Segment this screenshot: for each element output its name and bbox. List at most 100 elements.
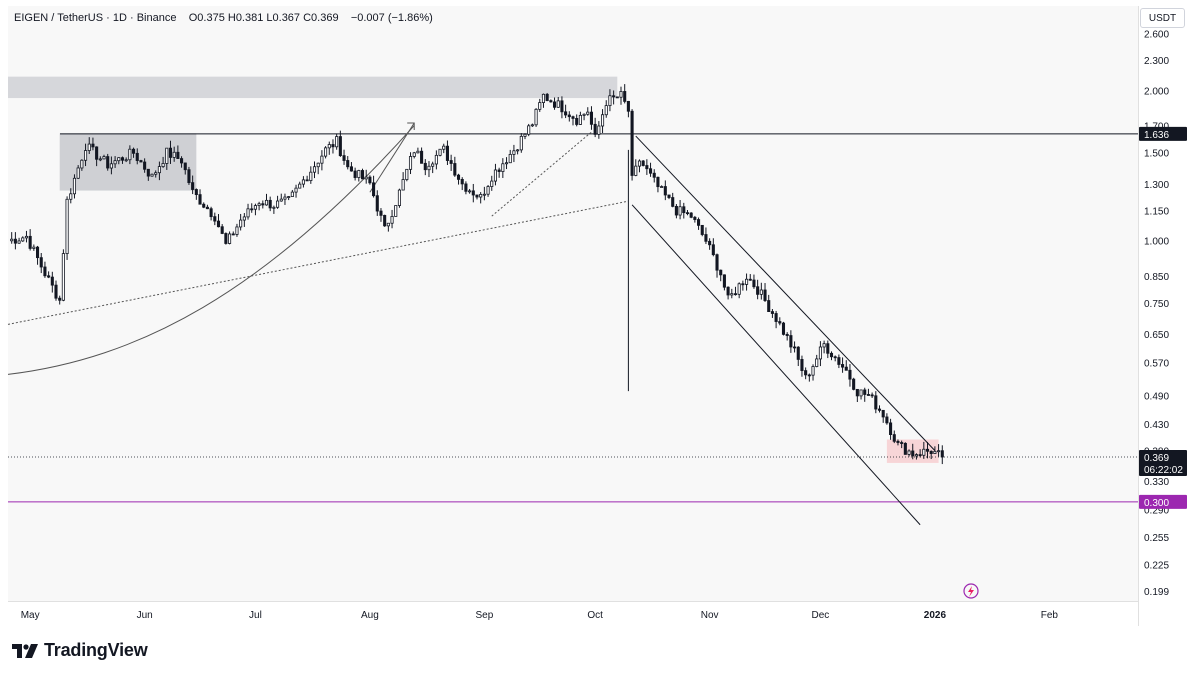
candle [183,162,187,175]
brand-logo[interactable]: TradingView [12,640,148,661]
candle-body [135,152,139,161]
candle [829,351,834,361]
candle-body [32,246,36,249]
candle [682,202,686,219]
candle [95,146,99,167]
candle-body [940,450,944,458]
candle-body [663,186,667,196]
candle-body [911,450,915,457]
candle [649,162,653,177]
candle-body [889,422,893,435]
candle [833,355,837,362]
dotted-trendline [7,200,629,325]
candle [239,213,243,231]
candle-body [479,194,483,198]
price-scale[interactable] [1138,6,1194,626]
candle [379,208,383,222]
support-badge-bg [1139,494,1187,509]
candle-body [95,146,99,160]
candle-body [538,102,542,110]
candle [903,442,907,455]
legend-interval[interactable]: 1D [112,12,127,24]
price-tick-label: 0.570 [1144,359,1169,370]
candle [896,439,900,446]
arrow-line [369,122,415,193]
price-tick-label: 1.000 [1144,237,1169,248]
candle-body [674,205,678,216]
candle [327,141,331,155]
candle-body [47,275,51,278]
candle-body [408,156,413,170]
candle [575,114,579,127]
last-price-badge-bg [1139,449,1187,476]
candle [65,196,69,260]
candle [870,392,874,398]
candle-body [209,208,213,218]
candle [911,443,915,460]
candle-body [874,395,878,410]
candle [626,100,630,118]
candle [157,161,161,181]
candle [567,111,571,122]
candle-body [689,212,693,218]
candle-body [191,182,195,190]
candle [781,321,786,336]
candle-body [504,162,509,165]
candle [578,111,582,125]
candle-body [294,187,298,193]
candle [91,137,95,151]
candle-body [516,149,520,152]
candle-body [342,155,346,161]
candle [390,209,394,229]
candle-body [146,168,150,177]
price-tick-label: 0.490 [1144,391,1169,402]
arrow-head [407,122,415,131]
candle [442,143,446,154]
candle-body [324,147,328,157]
candle [711,238,715,257]
last-price-badge-text: 0.369 [1144,453,1169,464]
dotted-rise-line [491,131,592,217]
candle [468,188,472,194]
candle [202,202,206,209]
candle-body [523,133,527,137]
candle [316,162,320,175]
time-scale[interactable] [8,601,1138,627]
price-tick-label: 0.290 [1144,505,1169,516]
candle-body [685,212,690,215]
candle-body [800,359,804,372]
candle-body [918,454,922,457]
candle [290,189,294,197]
lightning-icon [963,583,979,599]
candle-body [578,114,582,125]
candle [431,161,435,174]
candle-body [132,148,136,154]
symbol-legend[interactable]: EIGEN / TetherUS · 1D · Binance O0.375 H… [14,12,433,24]
candle [54,280,58,301]
candle-body [161,163,165,168]
candle [637,159,642,173]
currency-button[interactable]: USDT [1140,8,1185,28]
candle [309,166,313,184]
candle-body [501,163,505,172]
candle-body [312,166,317,173]
arc-curve [7,125,415,375]
candle-body [892,434,896,442]
candle-body [442,145,446,150]
candle [800,355,804,377]
candle-body [697,219,701,226]
legend-symbol[interactable]: EIGEN / TetherUS [14,12,104,24]
candle-body [198,194,202,205]
candle [874,391,878,414]
candle [464,181,468,195]
candle-body [575,118,579,125]
candle-body [128,148,132,161]
candle [416,147,420,154]
candle [253,203,257,216]
candle-body [279,198,283,202]
candle-body [453,163,457,176]
candle-body [194,189,198,196]
candle-body [870,394,874,397]
